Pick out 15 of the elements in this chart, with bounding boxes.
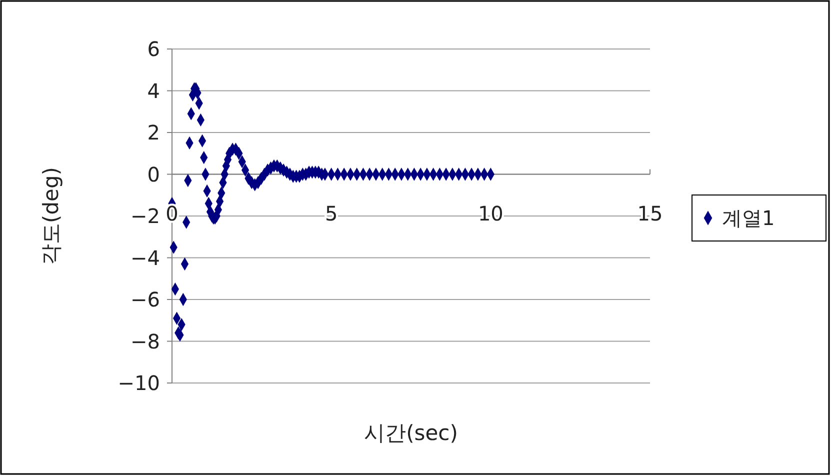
x-tick-label: 15: [637, 201, 663, 226]
y-tick-label: −2: [130, 204, 160, 228]
x-axis-title: 시간(sec): [364, 421, 458, 445]
legend-label: 계열1: [722, 206, 775, 230]
y-tick-label: −6: [130, 288, 160, 312]
y-axis-title: 각도(deg): [39, 167, 63, 265]
y-tick-label: −4: [130, 246, 160, 270]
y-tick-label: −8: [130, 329, 160, 354]
y-tick-label: 0: [147, 162, 160, 186]
y-tick-label: 4: [147, 78, 160, 103]
x-tick-label: 5: [324, 201, 338, 226]
y-tick-label: −10: [118, 371, 160, 395]
y-tick-label: 2: [147, 120, 160, 144]
y-tick-label: 6: [147, 37, 160, 61]
x-tick-label: 10: [478, 201, 504, 226]
